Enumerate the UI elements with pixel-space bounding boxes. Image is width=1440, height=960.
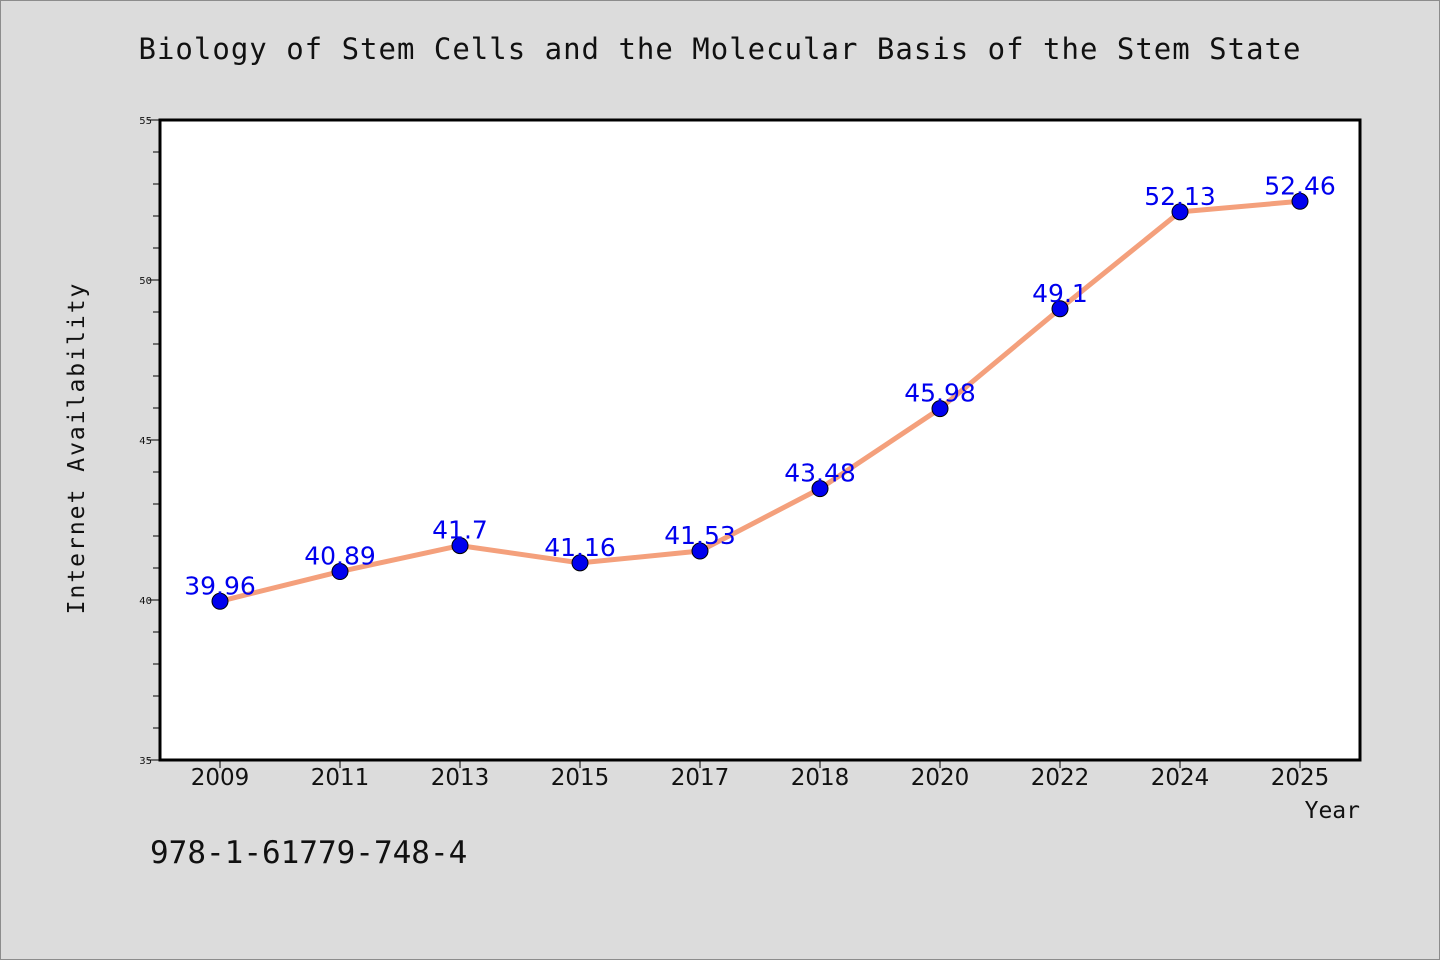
data-label: 39.96 — [184, 571, 256, 600]
data-label: 41.16 — [544, 533, 616, 562]
x-tick-label: 2013 — [431, 765, 490, 791]
x-tick-label: 2011 — [311, 765, 370, 791]
x-tick-label: 2017 — [671, 765, 730, 791]
data-label: 52.46 — [1264, 171, 1336, 200]
data-point — [331, 563, 349, 581]
y-tick-label: 35 — [139, 756, 152, 767]
x-axis-ticks: 2009 2011 2013 2015 2017 2018 2020 2022 2024 2025 — [191, 760, 1330, 791]
data-label: 49.1 — [1032, 279, 1088, 308]
chart-title: Biology of Stem Cells and the Molecular … — [138, 32, 1302, 66]
data-labels: 39.96 40.89 41.7 41.16 41.53 43.48 45.98 49.1 52… — [184, 171, 1336, 600]
data-label: 52.13 — [1144, 182, 1216, 211]
data-point — [571, 554, 589, 572]
y-tick-label: 50 — [139, 276, 152, 287]
y-tick-label: 45 — [139, 436, 152, 447]
data-point — [451, 537, 469, 555]
data-label: 41.7 — [432, 516, 488, 545]
data-point — [1171, 203, 1189, 221]
data-point — [211, 592, 229, 610]
data-point — [1291, 192, 1309, 210]
x-tick-label: 2009 — [191, 765, 250, 791]
x-axis-label: Year — [1304, 798, 1360, 824]
x-tick-label: 2025 — [1271, 765, 1330, 791]
data-point — [931, 400, 949, 418]
series-line — [217, 198, 1303, 604]
data-point — [811, 480, 829, 498]
y-axis-ticks: 35 40 45 50 55 — [139, 116, 160, 767]
x-tick-label: 2022 — [1031, 765, 1090, 791]
data-point — [691, 542, 709, 560]
x-tick-label: 2015 — [551, 765, 610, 791]
data-label: 43.48 — [784, 459, 856, 488]
y-tick-label: 55 — [139, 116, 152, 127]
x-tick-label: 2024 — [1151, 765, 1210, 791]
y-tick-label: 40 — [139, 596, 152, 607]
data-label: 41.53 — [664, 521, 736, 550]
x-tick-label: 2018 — [791, 765, 850, 791]
data-label: 45.98 — [904, 379, 976, 408]
series-markers — [211, 192, 1309, 610]
x-tick-label: 2020 — [911, 765, 970, 791]
y-axis-label: Internet Availability — [64, 281, 90, 615]
data-label: 40.89 — [304, 542, 376, 571]
data-point — [1051, 300, 1069, 318]
isbn-footnote: 978-1-61779-748-4 — [150, 835, 468, 871]
